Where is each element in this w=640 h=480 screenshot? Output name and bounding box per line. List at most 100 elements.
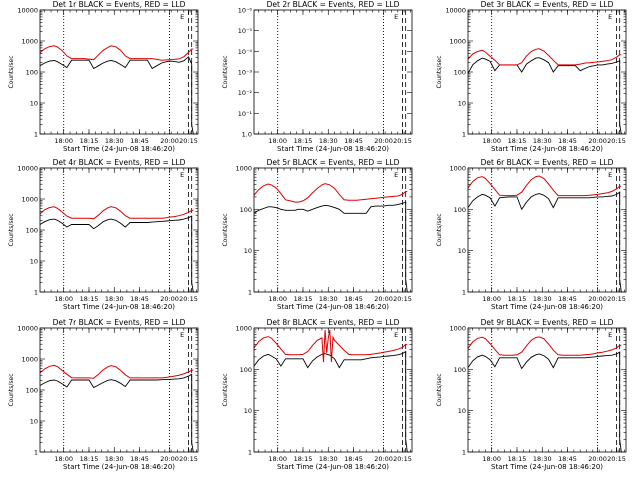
marker-glyph: E bbox=[394, 331, 398, 339]
y-tick-label: 1000 bbox=[449, 325, 466, 333]
y-axis-label: Counts/sec bbox=[436, 213, 443, 246]
x-axis-label: Start Time (24-Jun-08 18:46:20) bbox=[63, 145, 175, 153]
x-tick-label: 18:45 bbox=[130, 295, 149, 303]
x-tick-label: 18:15 bbox=[80, 295, 99, 303]
y-axis-label: Counts/sec bbox=[222, 373, 229, 406]
marker-glyph: E bbox=[394, 171, 398, 179]
y-tick-label: 10⁻¹ bbox=[238, 110, 253, 118]
x-tick-label: 18:30 bbox=[105, 455, 124, 463]
y-axis-label: Counts/sec bbox=[222, 55, 229, 88]
panel-4: Det 4r BLACK = Events, RED = LLD 1 10 100 10… bbox=[8, 158, 199, 311]
x-tick-label: 20:00 bbox=[160, 137, 179, 145]
y-tick-label: 1 bbox=[34, 289, 38, 297]
panel-title: Det 2r BLACK = Events, RED = LLD bbox=[267, 0, 400, 9]
x-tick-label: 20:15 bbox=[393, 455, 412, 463]
x-tick-label: 20:15 bbox=[607, 455, 626, 463]
x-tick-label: 18:15 bbox=[294, 137, 313, 145]
plot-frame bbox=[253, 327, 413, 453]
panel-title: Det 4r BLACK = Events, RED = LLD bbox=[53, 158, 186, 167]
y-tick-label: 10 bbox=[30, 258, 38, 266]
panel-3: Det 3r BLACK = Events, RED = LLD 1 10 100 10… bbox=[436, 0, 627, 153]
y-tick-label: 10⁻² bbox=[238, 89, 253, 97]
x-tick-label: 18:45 bbox=[344, 295, 363, 303]
y-tick-label: 10⁻⁴ bbox=[238, 48, 253, 56]
y-tick-label: 10000 bbox=[17, 325, 38, 333]
y-tick-label: 1 bbox=[248, 449, 252, 457]
series-lld bbox=[468, 175, 622, 197]
x-tick-label: 18:30 bbox=[533, 137, 552, 145]
x-tick-label: 18:00 bbox=[482, 137, 501, 145]
plot-frame bbox=[467, 327, 627, 453]
panel-8: Det 8r BLACK = Events, RED = LLD 1 10 100 10… bbox=[222, 318, 413, 471]
x-tick-label: 20:00 bbox=[160, 295, 179, 303]
panel-5: Det 5r BLACK = Events, RED = LLD 1 10 100 10… bbox=[222, 158, 413, 311]
x-tick-label: 18:00 bbox=[268, 455, 287, 463]
x-axis-label: Start Time (24-Jun-08 18:46:20) bbox=[63, 303, 175, 311]
y-tick-label: 10000 bbox=[17, 7, 38, 15]
series-events bbox=[254, 350, 408, 452]
x-tick-label: 20:15 bbox=[179, 137, 198, 145]
x-tick-label: 18:00 bbox=[482, 295, 501, 303]
x-axis-label: Start Time (24-Jun-08 18:46:20) bbox=[277, 463, 389, 471]
y-tick-label: 100 bbox=[26, 387, 38, 395]
x-tick-label: 20:00 bbox=[160, 455, 179, 463]
series-events bbox=[468, 351, 622, 452]
x-tick-label: 18:15 bbox=[508, 137, 527, 145]
marker-glyph: E bbox=[608, 13, 612, 21]
y-tick-label: 10000 bbox=[445, 7, 466, 15]
panel-title: Det 7r BLACK = Events, RED = LLD bbox=[53, 318, 186, 327]
x-tick-label: 18:45 bbox=[130, 137, 149, 145]
y-tick-label: 100 bbox=[26, 69, 38, 77]
x-tick-label: 18:30 bbox=[319, 137, 338, 145]
y-tick-label: 1 bbox=[248, 289, 252, 297]
series-lld bbox=[40, 45, 194, 61]
x-tick-label: 18:30 bbox=[533, 295, 552, 303]
series-lld bbox=[40, 206, 194, 220]
panel-7: Det 7r BLACK = Events, RED = LLD 1 10 100 10… bbox=[8, 318, 199, 471]
series-events bbox=[468, 191, 622, 292]
y-tick-label: 100 bbox=[454, 206, 466, 214]
y-tick-label: 10⁻⁶ bbox=[238, 7, 253, 15]
y-tick-label: 1 bbox=[34, 131, 38, 139]
plot-frame bbox=[467, 167, 627, 293]
y-axis-label: Counts/sec bbox=[436, 55, 443, 88]
series-events bbox=[254, 201, 408, 292]
y-tick-label: 10⁻³ bbox=[238, 69, 253, 77]
y-tick-label: 1000 bbox=[235, 325, 252, 333]
panel-title: Det 6r BLACK = Events, RED = LLD bbox=[481, 158, 614, 167]
y-tick-label: 100 bbox=[240, 366, 252, 374]
x-tick-label: 18:30 bbox=[319, 295, 338, 303]
plot-frame bbox=[253, 167, 413, 293]
x-tick-label: 18:15 bbox=[80, 455, 99, 463]
y-tick-label: 1000 bbox=[449, 165, 466, 173]
x-axis-label: Start Time (24-Jun-08 18:46:20) bbox=[277, 145, 389, 153]
x-tick-label: 20:00 bbox=[588, 295, 607, 303]
y-tick-label: 1000 bbox=[21, 196, 38, 204]
y-tick-label: 1 bbox=[462, 289, 466, 297]
y-tick-label: 100 bbox=[240, 206, 252, 214]
x-tick-label: 18:30 bbox=[319, 455, 338, 463]
x-tick-label: 18:00 bbox=[54, 137, 73, 145]
y-tick-label: 100 bbox=[26, 227, 38, 235]
x-tick-label: 20:15 bbox=[607, 295, 626, 303]
y-tick-label: 1000 bbox=[21, 356, 38, 364]
x-tick-label: 18:00 bbox=[54, 455, 73, 463]
x-tick-label: 18:45 bbox=[558, 455, 577, 463]
panel-6: Det 6r BLACK = Events, RED = LLD 1 10 100 10… bbox=[436, 158, 627, 311]
panel-title: Det 9r BLACK = Events, RED = LLD bbox=[481, 318, 614, 327]
y-axis-label: Counts/sec bbox=[222, 213, 229, 246]
panel-1: Det 1r BLACK = Events, RED = LLD 1 10 100 10… bbox=[8, 0, 199, 153]
y-tick-label: 10 bbox=[458, 100, 466, 108]
panel-title: Det 3r BLACK = Events, RED = LLD bbox=[481, 0, 614, 9]
series-lld bbox=[468, 336, 622, 356]
marker-glyph: E bbox=[394, 13, 398, 21]
y-tick-label: 100 bbox=[454, 69, 466, 77]
y-tick-label: 100 bbox=[454, 366, 466, 374]
y-tick-label: 10 bbox=[458, 247, 466, 255]
x-tick-label: 18:00 bbox=[54, 295, 73, 303]
x-tick-label: 18:30 bbox=[105, 137, 124, 145]
x-tick-label: 20:00 bbox=[588, 455, 607, 463]
x-tick-label: 20:15 bbox=[607, 137, 626, 145]
panel-title: Det 8r BLACK = Events, RED = LLD bbox=[267, 318, 400, 327]
